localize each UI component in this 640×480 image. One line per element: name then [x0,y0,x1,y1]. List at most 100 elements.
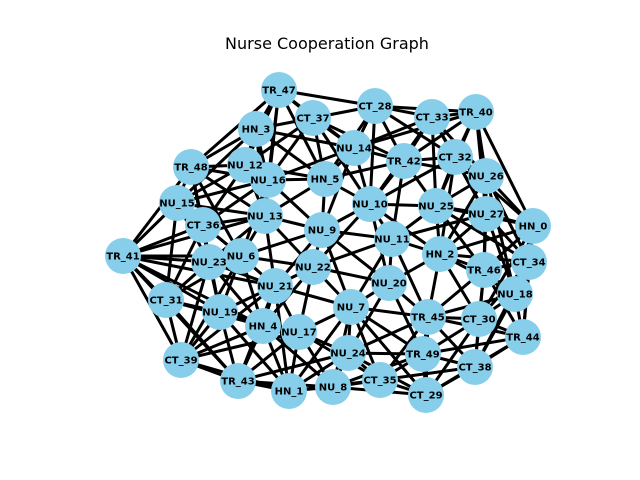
node-label: TR_46 [467,266,500,277]
node-label: NU_23 [191,258,226,269]
edge [121,254,240,383]
node-nu-15 [159,185,195,221]
node-nu-11 [374,221,410,257]
node-label: TR_45 [411,313,444,324]
node-label: CT_30 [462,315,495,326]
edge [484,175,517,295]
edge [474,111,535,227]
node-ct-34 [511,244,547,280]
node-ct-39 [163,342,199,378]
node-label: NU_26 [468,172,503,183]
node-label: TR_40 [459,108,492,119]
node-label: NU_13 [247,212,282,223]
node-nu-6 [223,238,259,274]
node-label: HN_0 [519,222,548,233]
node-hn-3 [238,111,274,147]
node-label: NU_12 [227,161,262,172]
node-label: TR_44 [506,333,539,344]
node-label: HN_1 [275,387,304,398]
node-label: NU_25 [418,202,453,213]
node-label: HN_2 [426,250,455,261]
node-ct-29 [408,377,444,413]
edge [237,351,349,383]
node-hn-4 [245,308,281,344]
node-label: CT_38 [458,363,491,374]
node-label: TR_42 [387,157,420,168]
node-label: NU_14 [336,144,371,155]
node-label: CT_31 [149,296,182,307]
node-ct-35 [362,362,398,398]
node-ct-31 [148,282,184,318]
node-label: CT_36 [186,221,219,232]
node-ct-30 [461,301,497,337]
node-label: NU_8 [319,383,347,394]
node-label: TR_43 [221,377,254,388]
edge [435,204,530,264]
node-tr-45 [410,299,446,335]
node-label: NU_11 [374,235,409,246]
node-ct-28 [357,88,393,124]
node-nu-14 [336,130,372,166]
node-nu-16 [250,162,286,198]
node-tr-40 [458,94,494,130]
node-nu-20 [371,265,407,301]
node-nu-19 [202,294,238,330]
node-tr-43 [220,363,256,399]
node-tr-47 [261,72,297,108]
node-nu-8 [315,369,351,405]
node-nu-9 [304,212,340,248]
node-nu-17 [281,314,317,350]
node-label: NU_27 [468,210,503,221]
node-label: TR_49 [406,350,439,361]
edge [122,254,264,328]
node-label: CT_28 [358,102,391,113]
node-label: NU_16 [250,176,285,187]
node-nu-18 [497,276,533,312]
edge [349,306,428,396]
node-label: TR_48 [174,163,207,174]
node-nu-22 [295,249,331,285]
node-tr-49 [405,336,441,372]
node-label: NU_22 [295,263,330,274]
node-label: NU_15 [159,199,194,210]
node-ct-36 [185,207,221,243]
node-nu-21 [257,268,293,304]
node-label: NU_17 [281,328,316,339]
node-ct-33 [414,99,450,135]
node-label: NU_24 [330,349,365,360]
node-label: CT_34 [512,258,545,269]
node-tr-42 [386,143,422,179]
node-label: NU_7 [337,303,365,314]
node-nu-13 [247,198,283,234]
nodes-layer: HN_0 HN_1 HN_2 HN_3 HN_4 HN_5 NU_6 NU_7 NU_8 NU_9… [105,72,551,413]
node-label: CT_32 [438,153,471,164]
edge [180,330,300,362]
node-label: NU_9 [308,226,336,237]
node-label: HN_5 [311,175,340,186]
node-tr-44 [505,319,541,355]
node-ct-37 [295,100,331,136]
node-label: HN_3 [242,125,271,136]
node-nu-26 [468,158,504,194]
node-hn-0 [515,208,551,244]
node-tr-46 [466,252,502,288]
node-label: TR_41 [106,252,139,263]
edge [121,166,193,257]
node-label: CT_35 [363,376,396,387]
node-label: CT_29 [409,391,442,402]
node-ct-38 [457,349,493,385]
node-label: TR_47 [262,86,295,97]
node-tr-41 [105,238,141,274]
graph-title: Nurse Cooperation Graph [225,34,429,53]
node-hn-5 [307,161,343,197]
node-ct-32 [437,139,473,175]
node-nu-24 [330,335,366,371]
edge [190,88,280,169]
node-label: CT_39 [164,356,197,367]
node-label: NU_20 [371,279,406,290]
node-nu-10 [352,186,388,222]
node-nu-7 [333,289,369,325]
node-tr-48 [173,149,209,185]
node-label: CT_37 [296,114,329,125]
